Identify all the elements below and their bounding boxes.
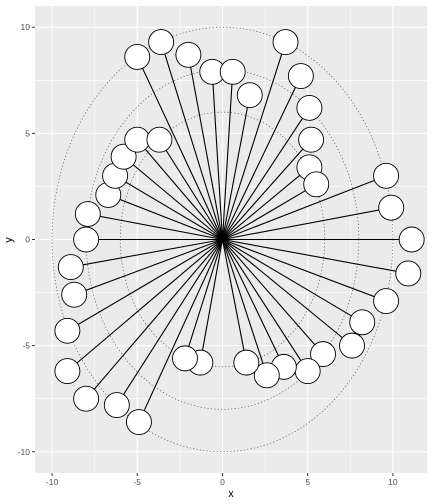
point-marker xyxy=(74,201,101,227)
spoke-line xyxy=(222,239,309,372)
x-axis-ticks: -10 -5 0 5 10 xyxy=(46,473,398,487)
point-marker xyxy=(236,82,263,109)
point-marker xyxy=(219,58,246,85)
spoke-line xyxy=(184,239,224,359)
spokes xyxy=(67,41,412,423)
spoke-line xyxy=(222,239,324,355)
spoke-line xyxy=(221,41,287,240)
point-marker xyxy=(373,162,400,189)
spoke-line xyxy=(108,194,223,241)
spoke-line xyxy=(70,238,223,268)
x-tick-label: -10 xyxy=(46,477,59,487)
point-marker xyxy=(298,126,325,153)
spoke-line xyxy=(222,238,409,275)
point-marker xyxy=(61,281,88,308)
point-marker xyxy=(148,29,175,56)
spoke-line xyxy=(222,175,387,241)
y-tick-label: -10 xyxy=(18,447,31,457)
spoke-line xyxy=(199,239,224,363)
spoke-line xyxy=(222,107,310,240)
y-tick-label: 0 xyxy=(25,235,30,245)
spoke-line xyxy=(116,239,223,406)
spoke-line xyxy=(187,54,224,240)
point-marker xyxy=(287,63,314,90)
point-marker xyxy=(103,392,130,419)
spoke-line xyxy=(222,239,353,347)
point-marker xyxy=(126,409,152,436)
spoke-line xyxy=(221,71,234,240)
spoke-line xyxy=(123,156,223,240)
spoke-line xyxy=(114,175,223,240)
y-tick-label: 10 xyxy=(21,22,31,32)
spoke-line xyxy=(67,239,223,332)
point-marker xyxy=(175,41,202,68)
spoke-line xyxy=(222,166,310,240)
point-marker xyxy=(398,226,425,253)
point-marker xyxy=(233,349,260,376)
spoke-line xyxy=(221,239,285,368)
point-marker xyxy=(146,126,173,153)
spoke-line xyxy=(222,239,363,323)
y-tick-label: -5 xyxy=(22,341,30,351)
spoke-line xyxy=(222,207,392,241)
point-marker xyxy=(54,317,81,344)
spoke-line xyxy=(221,239,247,363)
spoke-line xyxy=(221,95,251,240)
spoke-line xyxy=(221,75,302,240)
spoke-line xyxy=(222,238,387,302)
point-marker xyxy=(73,226,100,253)
point-marker xyxy=(73,385,100,412)
x-axis-title: x xyxy=(228,488,234,500)
spoke-line xyxy=(87,213,223,241)
spoke-line xyxy=(222,139,312,240)
spoke-line xyxy=(136,56,223,240)
point-marker xyxy=(57,254,84,281)
point-marker xyxy=(54,358,81,385)
spoke-line xyxy=(136,139,223,240)
spoke-line xyxy=(85,239,223,400)
point-marker xyxy=(172,345,198,372)
spoke-line xyxy=(221,239,268,376)
spoke-line xyxy=(211,71,224,240)
point-marker xyxy=(124,43,151,70)
spoke-line xyxy=(222,183,317,240)
point-marker xyxy=(395,260,422,287)
x-tick-label: 10 xyxy=(388,477,398,487)
point-marker xyxy=(253,362,280,389)
point-marker xyxy=(310,341,336,368)
spoke-line xyxy=(67,239,223,372)
spoke-line xyxy=(138,239,223,423)
point-marker xyxy=(294,358,321,385)
x-tick-label: 0 xyxy=(220,477,225,487)
spoke-line xyxy=(74,238,223,296)
x-tick-label: 5 xyxy=(305,477,310,487)
point-marker xyxy=(296,94,323,121)
point-marker xyxy=(339,332,365,359)
point-marker xyxy=(272,29,299,56)
point-marker xyxy=(110,143,137,170)
point-marker xyxy=(378,194,405,221)
spoke-line xyxy=(158,139,223,240)
point-marker xyxy=(349,309,376,336)
y-axis-ticks: -10 -5 0 5 10 xyxy=(18,22,35,457)
y-tick-label: 5 xyxy=(25,128,30,138)
y-axis-title: y xyxy=(3,237,15,243)
point-marker xyxy=(303,171,330,198)
point-marker xyxy=(373,288,400,315)
markers xyxy=(54,29,425,436)
point-marker xyxy=(124,126,151,153)
spoke-line xyxy=(160,41,224,240)
x-tick-label: -5 xyxy=(133,477,141,487)
